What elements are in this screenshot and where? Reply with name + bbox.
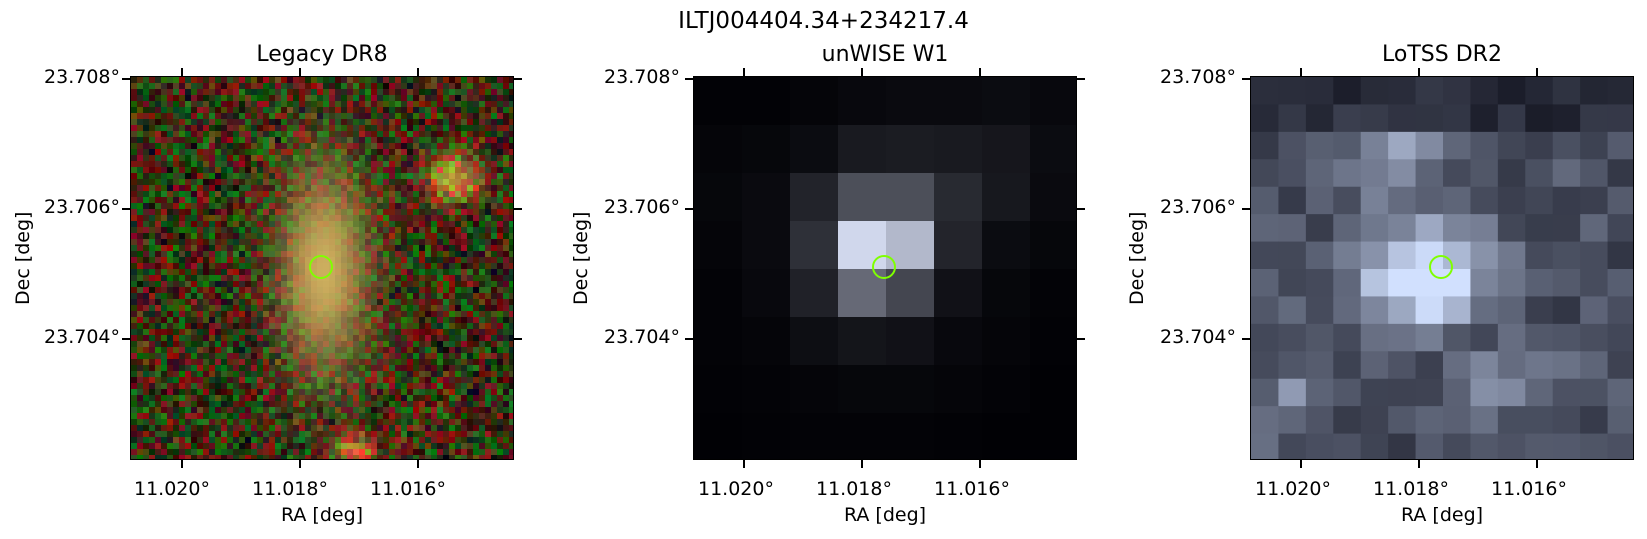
- lotss-pixels: [1251, 77, 1633, 459]
- y-tick-label: 23.706°: [604, 196, 680, 218]
- tick-mark: [743, 68, 745, 76]
- tick-mark: [514, 78, 522, 80]
- tick-mark: [685, 338, 693, 340]
- tick-mark: [514, 208, 522, 210]
- source-marker: [1429, 255, 1453, 279]
- y-axis-label: Dec [deg]: [1126, 211, 1148, 305]
- tick-mark: [1077, 338, 1085, 340]
- tick-mark: [861, 68, 863, 76]
- lotss-image: [1250, 76, 1634, 460]
- y-tick-label: 23.708°: [604, 66, 680, 88]
- tick-mark: [417, 68, 419, 76]
- unwise-image: [693, 76, 1077, 460]
- x-tick-label: 11.016°: [1491, 478, 1567, 500]
- tick-mark: [181, 460, 183, 468]
- x-tick-label: 11.020°: [698, 478, 774, 500]
- panel-title: Legacy DR8: [256, 42, 388, 67]
- tick-mark: [685, 208, 693, 210]
- y-tick-label: 23.704°: [44, 326, 120, 348]
- tick-mark: [1242, 78, 1250, 80]
- tick-mark: [1536, 460, 1538, 468]
- tick-mark: [181, 68, 183, 76]
- tick-mark: [1077, 208, 1085, 210]
- x-axis-label: RA [deg]: [280, 504, 364, 526]
- tick-mark: [514, 338, 522, 340]
- unwise-pixels: [694, 77, 1076, 459]
- panel-unwise: unWISE W1 Dec [deg] 23.708° 23.706° 23.7…: [556, 0, 1085, 539]
- x-axis-label: RA [deg]: [843, 504, 927, 526]
- tick-mark: [299, 460, 301, 468]
- x-tick-label: 11.018°: [1373, 478, 1449, 500]
- panel-title: unWISE W1: [821, 42, 949, 67]
- tick-mark: [1242, 208, 1250, 210]
- tick-mark: [122, 78, 130, 80]
- tick-mark: [979, 460, 981, 468]
- tick-mark: [1077, 78, 1085, 80]
- x-tick-label: 11.020°: [1255, 478, 1331, 500]
- figure-title: ILTJ004404.34+234217.4: [678, 8, 969, 34]
- panel-title: LoTSS DR2: [1382, 42, 1502, 67]
- tick-mark: [417, 460, 419, 468]
- tick-mark: [861, 460, 863, 468]
- tick-mark: [1536, 68, 1538, 76]
- y-tick-label: 23.706°: [44, 196, 120, 218]
- x-tick-label: 11.016°: [370, 478, 446, 500]
- x-tick-label: 11.020°: [134, 478, 210, 500]
- tick-mark: [1300, 460, 1302, 468]
- x-tick-label: 11.018°: [816, 478, 892, 500]
- tick-mark: [685, 78, 693, 80]
- source-marker: [309, 255, 333, 279]
- y-tick-label: 23.708°: [1160, 66, 1236, 88]
- tick-mark: [1300, 68, 1302, 76]
- panel-lotss: LoTSS DR2 Dec [deg] 23.708° 23.706° 23.7…: [1112, 0, 1634, 539]
- y-tick-label: 23.706°: [1160, 196, 1236, 218]
- legacy-image: [130, 76, 514, 460]
- y-axis-label: Dec [deg]: [570, 211, 592, 305]
- tick-mark: [1242, 338, 1250, 340]
- y-axis-label: Dec [deg]: [12, 211, 34, 305]
- legacy-pixels: [131, 77, 513, 459]
- tick-mark: [122, 208, 130, 210]
- tick-mark: [299, 68, 301, 76]
- source-marker: [872, 255, 896, 279]
- tick-mark: [1418, 68, 1420, 76]
- tick-mark: [122, 338, 130, 340]
- tick-mark: [743, 460, 745, 468]
- x-axis-label: RA [deg]: [1400, 504, 1484, 526]
- y-tick-label: 23.704°: [604, 326, 680, 348]
- panel-legacy: Legacy DR8 Dec [deg] 23.708° 23.706° 23.…: [0, 0, 522, 539]
- tick-mark: [1418, 460, 1420, 468]
- y-tick-label: 23.708°: [44, 66, 120, 88]
- x-tick-label: 11.018°: [252, 478, 328, 500]
- y-tick-label: 23.704°: [1160, 326, 1236, 348]
- x-tick-label: 11.016°: [934, 478, 1010, 500]
- tick-mark: [979, 68, 981, 76]
